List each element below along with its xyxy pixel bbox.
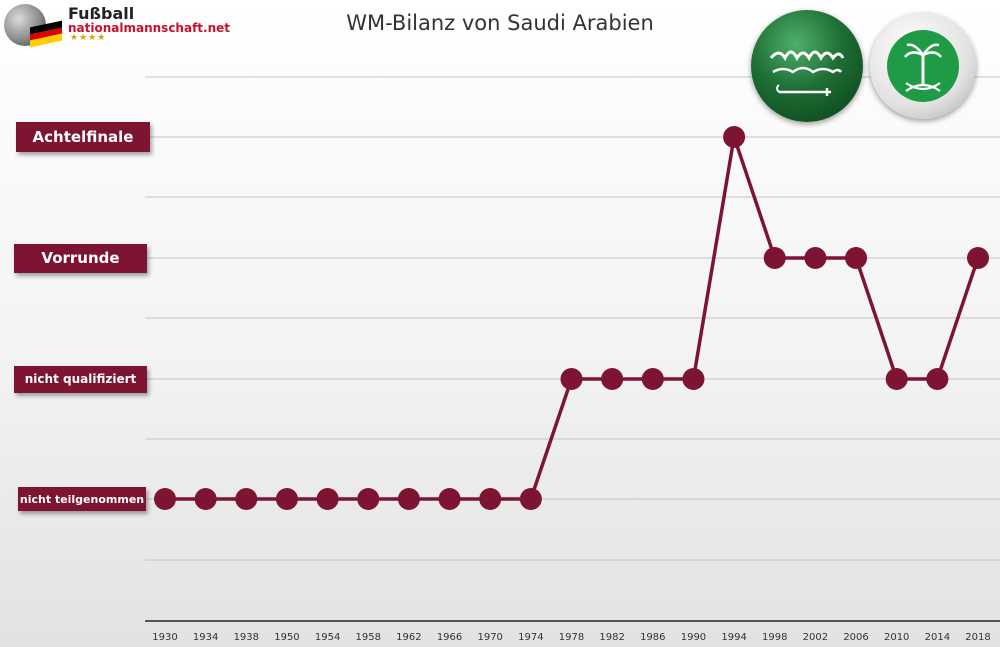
x-tick-label: 1994	[721, 632, 746, 643]
site-logo[interactable]: Fußball nationalmannschaft.net ★★★★	[0, 0, 240, 60]
data-point	[438, 488, 461, 510]
shahada-sword-icon	[769, 50, 845, 96]
data-point	[275, 488, 298, 510]
data-point	[235, 488, 258, 510]
x-tick-label: 2010	[884, 632, 909, 643]
saudi-federation-crest	[870, 13, 976, 119]
x-tick-label: 1930	[152, 632, 177, 643]
palm-swords-icon	[887, 30, 959, 102]
chart-title: WM-Bilanz von Saudi Arabien	[346, 11, 654, 35]
grid-lines	[145, 76, 1000, 622]
y-level-label: nicht teilgenommen	[18, 487, 146, 511]
x-tick-label: 1998	[762, 632, 787, 643]
series-points	[154, 126, 989, 510]
data-point	[154, 488, 176, 510]
x-tick-label: 1934	[193, 632, 218, 643]
data-point	[926, 368, 949, 390]
logo-name-line1: Fußball	[68, 4, 135, 23]
x-tick-label: 1986	[640, 632, 665, 643]
data-point	[397, 488, 420, 510]
data-point	[601, 368, 624, 390]
x-tick-label: 1974	[518, 632, 543, 643]
x-tick-label: 1950	[274, 632, 299, 643]
data-point	[194, 488, 217, 510]
data-point	[519, 488, 542, 510]
y-level-label: Vorrunde	[14, 243, 147, 273]
data-point	[641, 368, 664, 390]
x-tick-label: 1978	[559, 632, 584, 643]
data-point	[316, 488, 339, 510]
x-tick-label: 1954	[315, 632, 340, 643]
data-point	[763, 247, 786, 269]
data-point	[560, 368, 583, 390]
data-point	[804, 247, 827, 269]
x-tick-label: 1966	[437, 632, 462, 643]
data-point	[967, 247, 989, 269]
data-point	[845, 247, 868, 269]
x-tick-label: 1982	[599, 632, 624, 643]
data-point	[682, 368, 705, 390]
x-tick-label: 2002	[803, 632, 828, 643]
data-point	[885, 368, 908, 390]
x-axis-ticks: 1930 1934 1938 1950 1954 1958 1962 1966 1970 1974…	[152, 632, 990, 643]
saudi-flag-emblem	[751, 10, 863, 122]
x-tick-label: 2006	[843, 632, 868, 643]
y-level-label: nicht qualifiziert	[14, 365, 147, 393]
x-tick-label: 1970	[477, 632, 502, 643]
x-tick-label: 2018	[965, 632, 990, 643]
x-tick-label: 1938	[234, 632, 259, 643]
x-tick-label: 1990	[681, 632, 706, 643]
x-tick-label: 1962	[396, 632, 421, 643]
logo-name-line2: nationalmannschaft.net	[68, 21, 231, 35]
data-point	[723, 126, 746, 148]
x-tick-label: 2014	[925, 632, 950, 643]
logo-stars: ★★★★	[70, 33, 107, 43]
data-point	[357, 488, 380, 510]
data-point	[479, 488, 502, 510]
x-tick-label: 1958	[356, 632, 381, 643]
y-level-label: Achtelfinale	[16, 122, 150, 152]
